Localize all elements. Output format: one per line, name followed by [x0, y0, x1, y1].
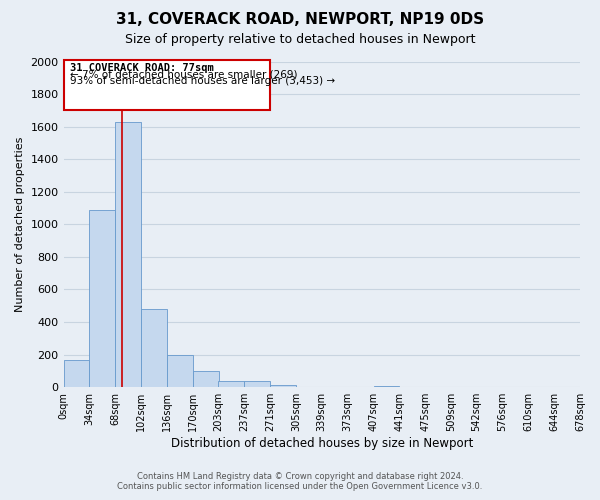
Y-axis label: Number of detached properties: Number of detached properties — [15, 136, 25, 312]
Text: ← 7% of detached houses are smaller (269): ← 7% of detached houses are smaller (269… — [70, 70, 297, 80]
Bar — [218, 381, 244, 387]
Text: Contains HM Land Registry data © Crown copyright and database right 2024.
Contai: Contains HM Land Registry data © Crown c… — [118, 472, 482, 491]
Bar — [115, 122, 141, 387]
Bar — [141, 309, 167, 387]
X-axis label: Distribution of detached houses by size in Newport: Distribution of detached houses by size … — [170, 437, 473, 450]
Bar — [270, 385, 296, 387]
Text: 93% of semi-detached houses are larger (3,453) →: 93% of semi-detached houses are larger (… — [70, 76, 335, 86]
FancyBboxPatch shape — [64, 60, 270, 110]
Text: 31 COVERACK ROAD: 77sqm: 31 COVERACK ROAD: 77sqm — [70, 63, 214, 73]
Bar — [374, 386, 400, 387]
Bar — [89, 210, 115, 387]
Bar — [244, 381, 270, 387]
Bar — [64, 360, 89, 387]
Bar — [193, 371, 219, 387]
Text: Size of property relative to detached houses in Newport: Size of property relative to detached ho… — [125, 32, 475, 46]
Bar — [167, 354, 193, 387]
Text: 31, COVERACK ROAD, NEWPORT, NP19 0DS: 31, COVERACK ROAD, NEWPORT, NP19 0DS — [116, 12, 484, 28]
